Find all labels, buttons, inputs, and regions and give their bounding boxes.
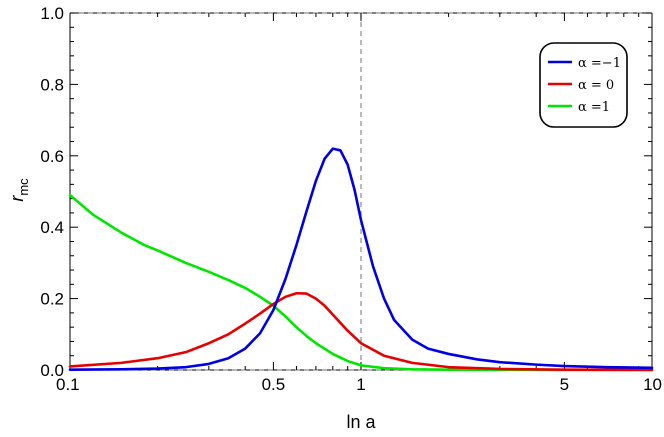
series-lines (68, 147, 654, 372)
x-tick-label: 1 (356, 375, 365, 394)
series-line-2 (68, 193, 654, 372)
x-tick-label: 0.1 (56, 375, 80, 394)
series-line-0 (68, 147, 654, 371)
axis-ticks: 0.0 0.2 0.4 0.6 0.8 1.0 0.1 0.5 1 5 10 (40, 4, 662, 394)
y-tick-label: 0.6 (40, 147, 64, 166)
x-tick-label: 5 (560, 375, 569, 394)
y-tick-label: 1.0 (40, 4, 64, 23)
x-axis-label: ln a (346, 412, 376, 432)
legend-label-0: α =−1 (578, 56, 621, 71)
y-tick-label: 0.2 (40, 290, 64, 309)
y-tick-label: 0.0 (40, 361, 64, 380)
series-line-1 (68, 291, 654, 372)
x-tick-label: 0.5 (262, 375, 286, 394)
y-axis-label-main: r (7, 195, 27, 202)
legend-label-2: α =1 (578, 100, 610, 115)
y-tick-label: 0.4 (40, 218, 64, 237)
y-axis-label: rmc (7, 178, 31, 202)
y-axis-label-sub: mc (16, 178, 31, 196)
legend: α =−1 α = 0 α =1 (539, 42, 628, 128)
x-tick-label: 10 (643, 375, 662, 394)
legend-label-1: α = 0 (578, 78, 614, 93)
y-tick-label: 0.8 (40, 75, 64, 94)
